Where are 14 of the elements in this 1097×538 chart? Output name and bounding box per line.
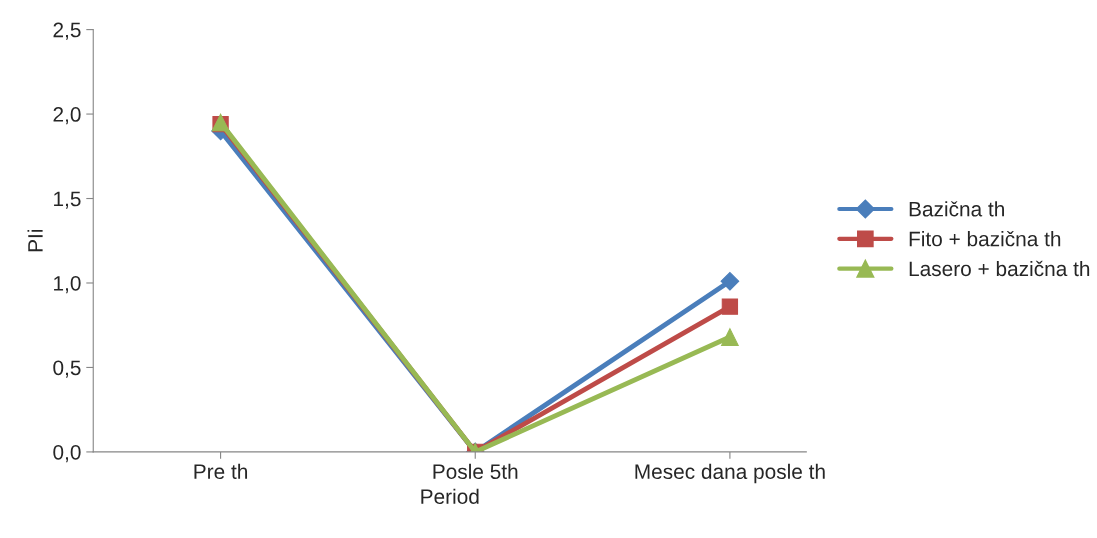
y-axis-title: PIi	[27, 230, 43, 252]
y-tick-label: 0,0	[53, 444, 81, 463]
y-tick-label: 2,5	[53, 22, 81, 40]
x-tick-label: Pre th	[194, 463, 248, 480]
legend-label: Bazična th	[909, 201, 1004, 217]
y-tick-label: 1,0	[54, 275, 81, 294]
legend-label: Lasero + bazična th	[909, 260, 1090, 277]
x-axis-title: Period	[421, 488, 479, 504]
y-tick-label: 2,0	[53, 107, 81, 125]
x-tick-label: Posle 5th	[433, 463, 518, 480]
x-tick-label: Mesec dana posle th	[635, 463, 825, 484]
legend-label: Fito + bazična th	[909, 230, 1061, 247]
y-tick-label: 1,5	[54, 191, 81, 209]
y-tick-label: 0,5	[53, 360, 81, 378]
